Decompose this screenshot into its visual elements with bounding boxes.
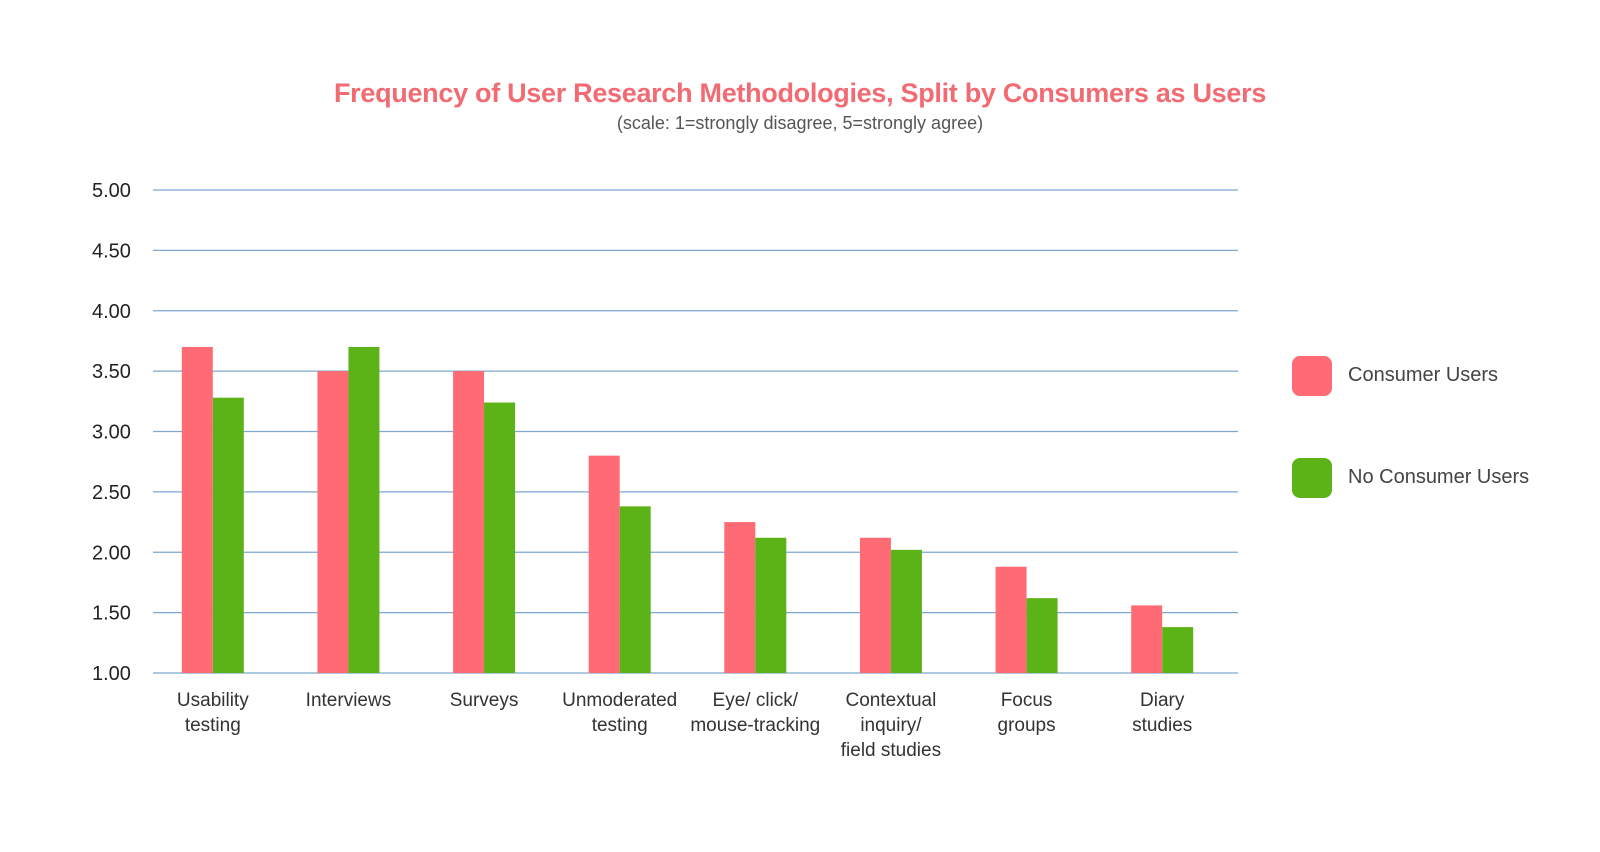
bar-consumer bbox=[181, 346, 213, 673]
bar-consumer bbox=[859, 537, 891, 673]
x-category-label: Focus groups bbox=[998, 690, 1056, 736]
y-tick-label: 2.00 bbox=[92, 542, 131, 564]
y-tick-label: 4.50 bbox=[92, 240, 131, 262]
x-category-label: Diary studies bbox=[1132, 690, 1192, 736]
x-axis-labels: Usability testing Interviews Surveys Unmoder… bbox=[177, 690, 1192, 761]
legend-swatch-consumer-users bbox=[1292, 356, 1332, 396]
x-category-label: Interviews bbox=[306, 690, 392, 711]
legend-label-consumer-users: Consumer Users bbox=[1348, 364, 1499, 386]
legend-swatch-no-consumer-users bbox=[1292, 458, 1332, 498]
y-tick-label: 5.00 bbox=[92, 180, 131, 202]
bar-consumer bbox=[453, 371, 485, 673]
bar-no-consumer bbox=[348, 346, 380, 673]
bar-no-consumer bbox=[484, 402, 516, 673]
x-category-label: Usability testing bbox=[177, 690, 249, 736]
legend-item-no-consumer-users: No Consumer Users bbox=[1292, 458, 1572, 498]
bar-no-consumer bbox=[755, 537, 787, 673]
bar-no-consumer bbox=[619, 506, 651, 673]
bar-no-consumer bbox=[212, 397, 244, 673]
bar-no-consumer bbox=[1026, 598, 1058, 673]
bar-consumer bbox=[724, 522, 756, 673]
legend-label-no-consumer-users: No Consumer Users bbox=[1348, 466, 1530, 488]
chart-subtitle: (scale: 1=strongly disagree, 5=strongly … bbox=[616, 113, 984, 133]
chart-title: Frequency of User Research Methodologies… bbox=[333, 78, 1267, 108]
y-tick-label: 1.50 bbox=[92, 603, 131, 625]
y-axis-ticks: 1.00 1.50 2.00 2.50 3.00 3.50 4.00 4.50 5.00 bbox=[92, 180, 131, 685]
y-tick-label: 3.00 bbox=[92, 422, 131, 444]
bar-no-consumer bbox=[1162, 627, 1194, 673]
y-tick-label: 1.00 bbox=[92, 663, 131, 685]
y-tick-label: 4.00 bbox=[92, 301, 131, 323]
bars bbox=[181, 346, 1194, 673]
x-category-label: Unmoderated testing bbox=[562, 690, 677, 736]
bar-consumer bbox=[317, 371, 349, 673]
y-tick-label: 2.50 bbox=[92, 482, 131, 504]
y-tick-label: 3.50 bbox=[92, 361, 131, 383]
bar-no-consumer bbox=[890, 549, 922, 673]
bar-consumer bbox=[1131, 605, 1163, 673]
bar-consumer bbox=[588, 455, 620, 673]
bar-consumer bbox=[995, 566, 1027, 673]
gridlines bbox=[153, 189, 1238, 674]
x-category-label: Contextual inquiry/field studies bbox=[841, 690, 941, 761]
x-category-label: Eye/ click/mouse-tracking bbox=[690, 690, 820, 736]
legend-item-consumer-users: Consumer Users bbox=[1292, 356, 1572, 396]
x-category-label: Surveys bbox=[450, 690, 519, 711]
